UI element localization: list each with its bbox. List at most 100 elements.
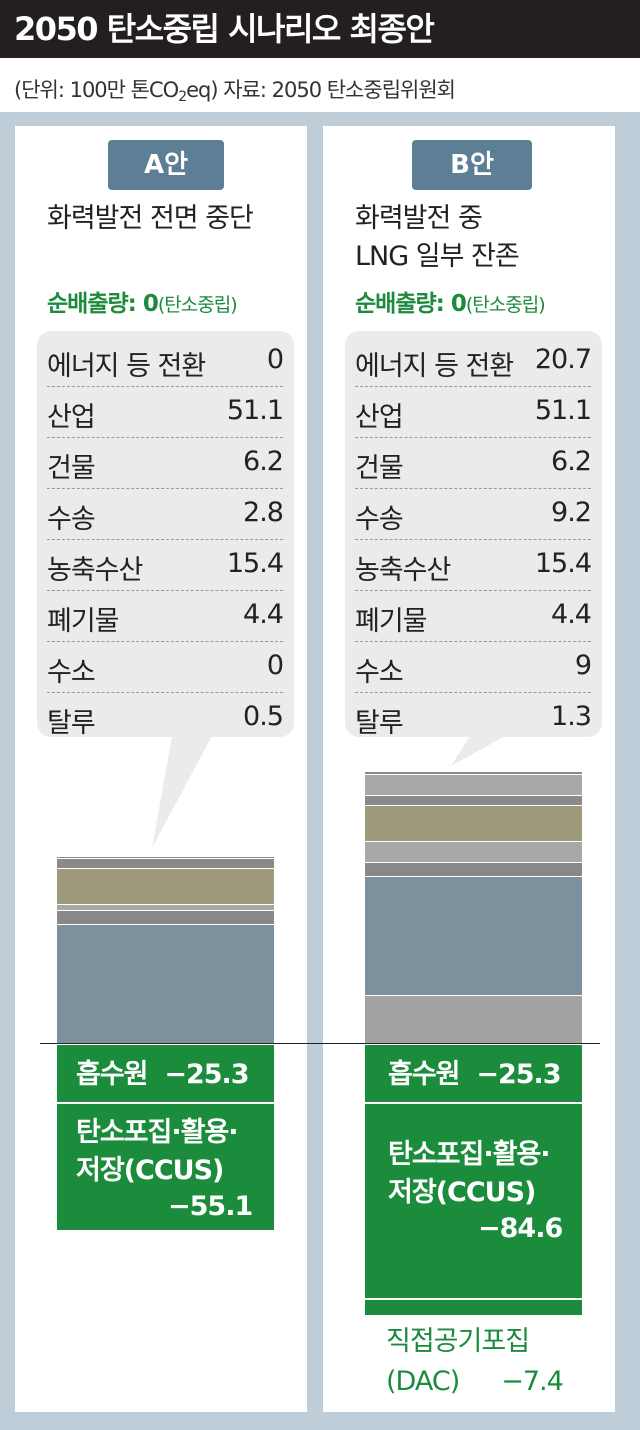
- row-value: 51.1: [534, 395, 592, 426]
- row-value: 15.4: [534, 548, 592, 579]
- scenario-b-table: 에너지 등 전환 20.7 산업 51.1 건물 6.2 수송 9.2 농축수산 15.4…: [345, 331, 602, 739]
- bar-segment-폐기물-b: [365, 794, 582, 805]
- dac-label: (DAC): [386, 1366, 460, 1397]
- ccus-label-a-line1: 탄소포집·활용·: [76, 1117, 239, 1148]
- bar-segment-탈루-b: [365, 770, 582, 774]
- scenario-a-net-emission: 순배출량: 0(탄소중립): [47, 284, 238, 318]
- bar-segment-수송-b: [365, 840, 582, 863]
- bar-segment-산업-a: [57, 924, 274, 1043]
- table-row: 농축수산 15.4: [355, 539, 592, 591]
- table-row: 수송 9.2: [355, 488, 592, 540]
- row-label: 건물: [355, 453, 404, 484]
- row-value: 15.4: [226, 548, 284, 579]
- row-value: 2.8: [243, 497, 284, 528]
- zero-baseline: [40, 1043, 600, 1044]
- bar-segment-수소-b: [365, 773, 582, 795]
- table-row: 농축수산 15.4: [47, 539, 284, 591]
- row-label: 산업: [355, 402, 404, 433]
- scenario-a-desc-line: 화력발전 전면 중단: [47, 203, 254, 234]
- row-value: 4.4: [243, 599, 284, 630]
- dac-label-line1: 직접공기포집: [386, 1326, 530, 1357]
- row-value: 1.3: [551, 701, 592, 732]
- row-label: 수소: [355, 657, 404, 688]
- bar-segment-건물-b: [365, 862, 582, 877]
- table-row: 에너지 등 전환 20.7: [355, 335, 592, 387]
- table-row: 폐기물 4.4: [47, 590, 284, 642]
- table-row: 에너지 등 전환 0: [47, 335, 284, 387]
- bar-segment-건물-a: [57, 910, 274, 925]
- bar-segment-산업-b: [365, 876, 582, 995]
- unit-prefix: (단위: 100만 톤CO: [14, 78, 179, 102]
- row-value: 0.5: [243, 701, 284, 732]
- row-value: 0: [266, 344, 284, 375]
- unit-source-line: (단위: 100만 톤CO2eq) 자료: 2050 탄소중립위원회: [14, 74, 456, 105]
- row-value: 4.4: [551, 599, 592, 630]
- callout-pointer-b: [451, 736, 505, 766]
- row-label: 수송: [47, 504, 96, 535]
- table-row: 산업 51.1: [47, 386, 284, 438]
- bar-segment-폐기물-a: [57, 857, 274, 868]
- header-bar: 2050 탄소중립 시나리오 최종안: [0, 0, 640, 58]
- absorb-value: −25.3: [476, 1059, 561, 1090]
- row-label: 폐기물: [355, 606, 428, 637]
- table-row: 수소 0: [47, 641, 284, 693]
- scenario-a-table: 에너지 등 전환 0 산업 51.1 건물 6.2 수송 2.8 농축수산 15.4 폐기…: [37, 331, 294, 739]
- table-row: 탈루 0.5: [47, 692, 284, 743]
- row-label: 탈루: [355, 708, 404, 739]
- bar-segment-수송-a: [57, 903, 274, 911]
- row-label: 에너지 등 전환: [47, 351, 206, 382]
- bar-segment-흡수원-a: [57, 1043, 274, 1102]
- absorb-label-a: 흡수원 −25.3: [76, 1056, 250, 1094]
- row-label: 농축수산: [355, 555, 451, 586]
- ccus-label-b-line1: 탄소포집·활용·: [388, 1139, 551, 1170]
- table-row: 건물 6.2: [47, 437, 284, 489]
- net-note: (탄소중립): [465, 294, 546, 316]
- row-value: 0: [266, 650, 284, 681]
- bar-segment-에너지-등-전환-b: [365, 994, 582, 1043]
- row-label: 농축수산: [47, 555, 143, 586]
- bar-segment-직접공기포집-dac--b: [365, 1297, 582, 1316]
- scenario-b-badge: B안: [412, 140, 532, 190]
- bar-segment-농축수산-a: [57, 867, 274, 904]
- ccus-label-a-line2: 저장(CCUS): [76, 1155, 224, 1186]
- row-value: 6.2: [243, 446, 284, 477]
- unit-subscript: 2: [178, 89, 187, 105]
- row-value: 6.2: [551, 446, 592, 477]
- bar-segment-흡수원-b: [365, 1043, 582, 1102]
- callout-pointer-a: [152, 736, 212, 848]
- ccus-value-a: −55.1: [168, 1191, 253, 1222]
- net-label: 순배출량: 0: [47, 291, 159, 317]
- scenario-b-desc-line: LNG 일부 잔존: [355, 241, 520, 272]
- bar-segment-탈루-a: [57, 856, 274, 858]
- row-value: 20.7: [534, 344, 592, 375]
- dac-label-line2: (DAC) −7.4: [386, 1362, 564, 1402]
- scenario-a-description: 화력발전 전면 중단: [47, 200, 254, 238]
- absorb-value: −25.3: [164, 1059, 249, 1090]
- row-value: 9: [574, 650, 592, 681]
- table-row: 탈루 1.3: [355, 692, 592, 743]
- ccus-label-b-line2: 저장(CCUS): [388, 1177, 536, 1208]
- row-label: 수송: [355, 504, 404, 535]
- scenario-b-description: 화력발전 중 LNG 일부 잔존: [355, 200, 520, 276]
- row-label: 폐기물: [47, 606, 120, 637]
- page-title: 2050 탄소중립 시나리오 최종안: [14, 10, 435, 48]
- absorb-name: 흡수원: [388, 1059, 461, 1090]
- unit-suffix: eq) 자료: 2050 탄소중립위원회: [186, 78, 456, 102]
- row-label: 탈루: [47, 708, 96, 739]
- row-label: 건물: [47, 453, 96, 484]
- scenario-b-net-emission: 순배출량: 0(탄소중립): [355, 284, 546, 318]
- table-row: 산업 51.1: [355, 386, 592, 438]
- table-row: 수소 9: [355, 641, 592, 693]
- net-note: (탄소중립): [157, 294, 238, 316]
- bar-segment-탄소포집-활용-저장-ccus--a: [57, 1101, 274, 1230]
- absorb-label-b: 흡수원 −25.3: [388, 1056, 562, 1094]
- net-label: 순배출량: 0: [355, 291, 467, 317]
- row-label: 산업: [47, 402, 96, 433]
- row-value: 9.2: [551, 497, 592, 528]
- table-row: 건물 6.2: [355, 437, 592, 489]
- bar-segment-농축수산-b: [365, 804, 582, 841]
- ccus-value-b: −84.6: [478, 1213, 563, 1244]
- row-label: 수소: [47, 657, 96, 688]
- dac-value: −7.4: [501, 1366, 564, 1397]
